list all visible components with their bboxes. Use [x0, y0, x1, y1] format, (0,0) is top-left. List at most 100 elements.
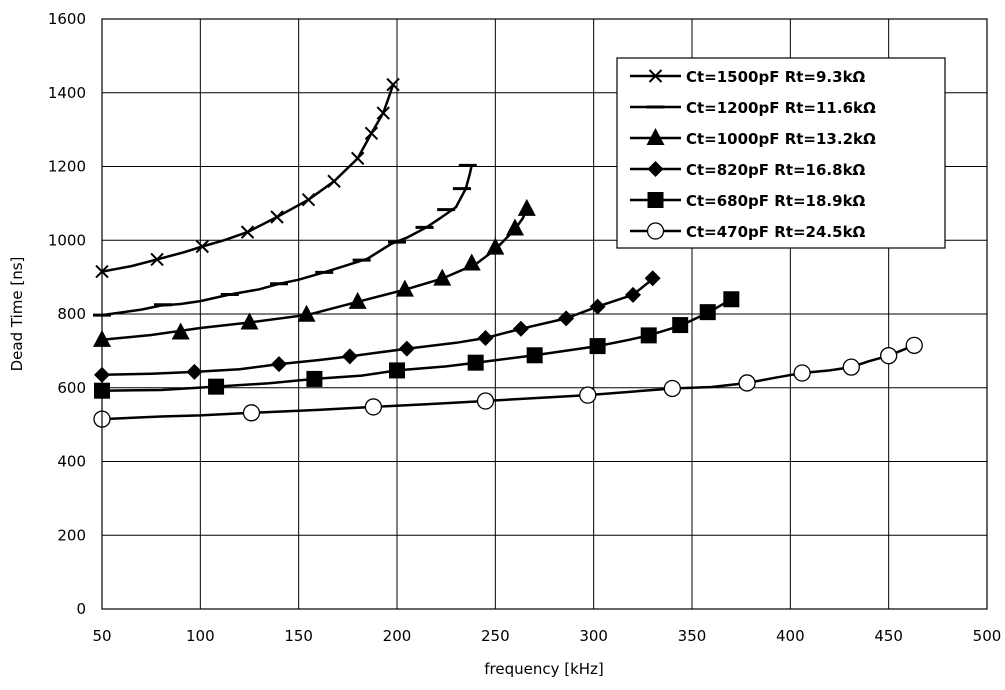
data-point-diamond — [477, 329, 494, 346]
data-point-circle — [793, 364, 811, 382]
y-axis-label: Dead Time [ns] — [8, 257, 26, 372]
y-tick-label: 800 — [57, 305, 86, 323]
data-point-square — [723, 291, 740, 308]
data-point-triangle — [297, 304, 316, 322]
data-point-diamond — [558, 310, 575, 327]
data-point-diamond — [512, 320, 529, 337]
series-circle — [93, 336, 923, 428]
y-tick-label: 1600 — [48, 10, 86, 28]
y-tick-label: 1000 — [48, 231, 86, 249]
series-diamond — [94, 270, 661, 383]
data-point-circle — [842, 358, 860, 376]
data-point-circle — [738, 374, 756, 392]
legend-marker-diamond — [647, 161, 664, 177]
x-tick-label: 50 — [92, 627, 111, 645]
series-triangle — [93, 198, 536, 347]
data-point-x — [327, 174, 341, 188]
legend-label: Ct=1000pF Rt=13.2kΩ — [686, 130, 876, 148]
x-tick-label: 450 — [874, 627, 903, 645]
data-point-triangle — [462, 253, 481, 271]
series-group — [93, 77, 923, 428]
data-point-circle — [880, 347, 898, 365]
y-tick-label: 1200 — [48, 158, 86, 176]
series-dash — [93, 163, 477, 317]
data-point-square — [208, 378, 225, 395]
y-tick-label: 0 — [76, 600, 86, 618]
data-point-square — [640, 327, 657, 344]
legend-marker-x — [648, 69, 663, 83]
legend-label: Ct=470pF Rt=24.5kΩ — [686, 223, 866, 241]
data-point-circle — [579, 386, 597, 404]
series-line — [101, 278, 654, 377]
data-point-circle — [364, 398, 383, 416]
data-point-circle — [905, 336, 923, 354]
data-point-x — [150, 252, 164, 267]
x-tick-labels: 50 100 150 200 250 300 350 400 450 500 — [92, 627, 1001, 645]
x-tick-label: 250 — [481, 627, 510, 645]
data-point-circle — [242, 404, 261, 422]
y-tick-label: 600 — [57, 379, 86, 397]
data-point-circle — [476, 392, 495, 410]
data-point-diamond — [186, 363, 203, 380]
data-point-x — [195, 239, 210, 254]
data-point-triangle — [517, 198, 536, 216]
data-point-square — [467, 354, 484, 371]
plot-frame — [101, 18, 988, 610]
data-point-diamond — [644, 270, 661, 287]
data-point-triangle — [395, 279, 414, 297]
series-line — [101, 298, 732, 392]
x-tick-label: 300 — [579, 627, 608, 645]
data-point-square — [526, 347, 543, 364]
data-point-square — [306, 370, 323, 387]
y-tick-label: 400 — [57, 453, 86, 471]
x-tick-label: 100 — [186, 627, 215, 645]
data-point-triangle — [171, 322, 190, 340]
legend-label: Ct=680pF Rt=18.9kΩ — [686, 192, 866, 210]
data-point-diamond — [589, 298, 606, 315]
data-point-x — [240, 225, 255, 239]
legend-label: Ct=1500pF Rt=9.3kΩ — [686, 68, 866, 86]
legend-label: Ct=1200pF Rt=11.6kΩ — [686, 99, 876, 117]
data-point-diamond — [341, 348, 358, 365]
data-point-circle — [663, 379, 681, 398]
legend-entry: Ct=680pF Rt=18.9kΩ — [630, 192, 866, 210]
series-line — [101, 84, 395, 273]
data-point-triangle — [433, 268, 452, 286]
x-tick-label: 350 — [678, 627, 707, 645]
data-point-diamond — [398, 340, 415, 357]
x-tick-label: 150 — [284, 627, 313, 645]
y-tick-label: 200 — [57, 526, 86, 544]
data-point-triangle — [348, 291, 367, 309]
data-point-x — [350, 151, 365, 166]
data-point-square — [699, 304, 716, 321]
data-point-triangle — [506, 218, 524, 236]
legend-box — [616, 57, 946, 249]
data-point-x — [301, 192, 316, 207]
legend-entry: Ct=1200pF Rt=11.6kΩ — [630, 99, 876, 117]
legend-marker-square — [647, 192, 664, 208]
x-tick-label: 400 — [776, 627, 805, 645]
legend-entry: Ct=1500pF Rt=9.3kΩ — [630, 68, 866, 86]
legend-entry: Ct=1000pF Rt=13.2kΩ — [630, 128, 876, 148]
x-tick-label: 200 — [383, 627, 412, 645]
legend-entry: Ct=820pF Rt=16.8kΩ — [630, 161, 866, 179]
y-tick-label: 1400 — [48, 84, 86, 102]
series-square — [94, 291, 740, 399]
legend-label: Ct=820pF Rt=16.8kΩ — [686, 161, 866, 179]
legend-entry: Ct=470pF Rt=24.5kΩ — [630, 222, 866, 241]
data-point-x — [386, 77, 400, 92]
data-point-triangle — [486, 237, 505, 255]
series-x — [95, 77, 400, 279]
data-point-x — [270, 210, 284, 224]
data-point-triangle — [240, 312, 259, 330]
data-point-square — [672, 317, 689, 334]
data-point-x — [376, 106, 390, 120]
data-point-x — [364, 126, 379, 141]
data-point-square — [389, 362, 405, 379]
legend-marker-circle — [646, 222, 665, 240]
legend: Ct=1500pF Rt=9.3kΩ Ct=1200pF Rt=11.6kΩ Ct=… — [616, 57, 946, 249]
x-axis-label: frequency [kHz] — [484, 660, 604, 678]
y-tick-labels: 0 200 400 600 800 1000 1200 1400 1600 — [48, 10, 86, 618]
legend-marker-triangle — [646, 128, 665, 145]
